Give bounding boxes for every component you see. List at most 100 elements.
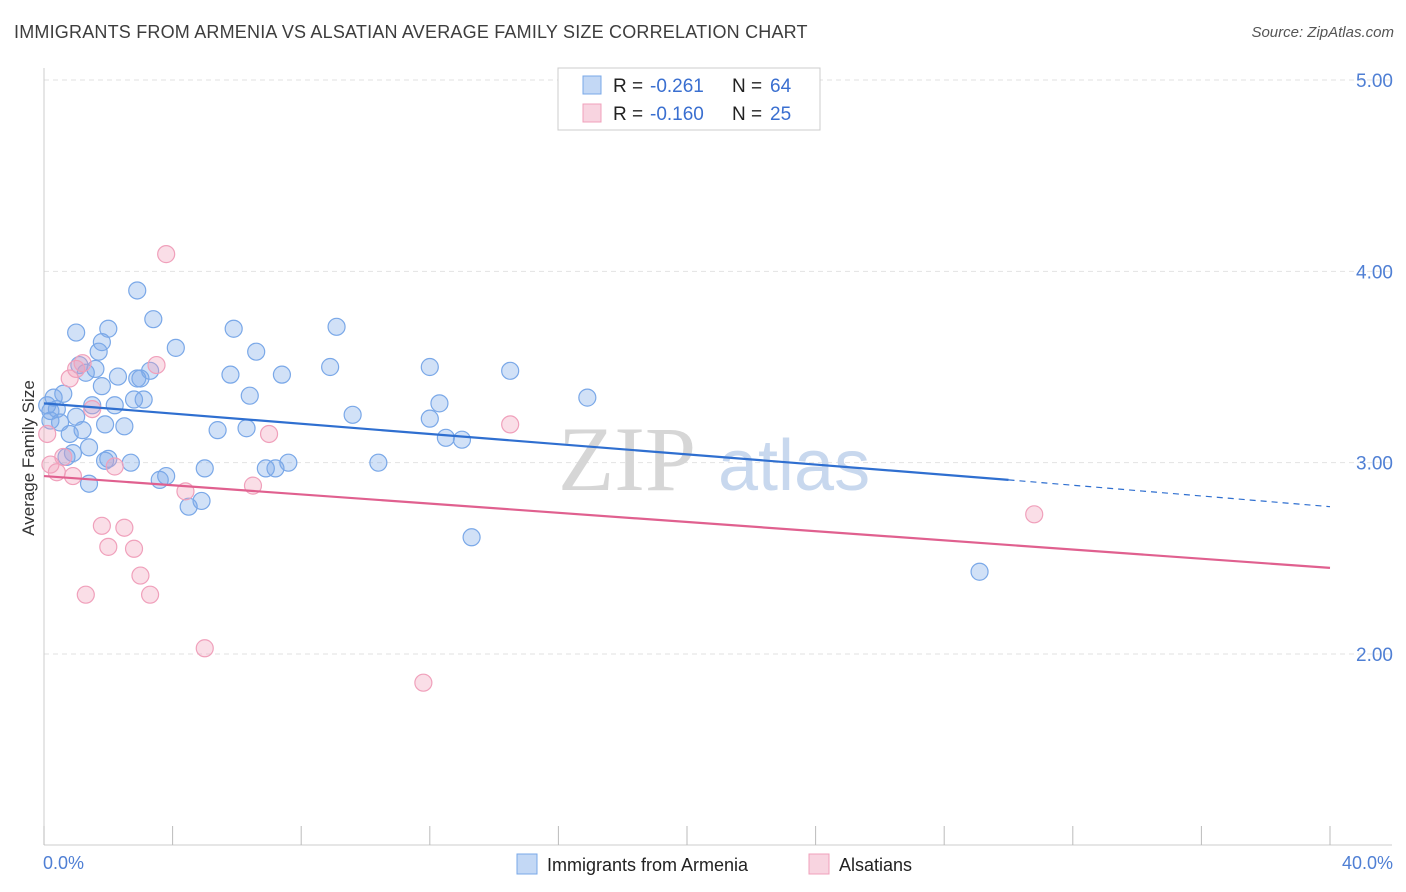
- point-armenia: [63, 444, 83, 463]
- point-armenia: [327, 317, 346, 336]
- legend-swatch: [582, 103, 602, 123]
- point-armenia: [343, 405, 362, 424]
- point-armenia: [115, 417, 134, 436]
- point-armenia: [131, 369, 150, 388]
- point-armenia: [83, 396, 102, 415]
- point-alsatian: [63, 466, 83, 486]
- point-alsatian: [157, 245, 176, 264]
- point-armenia: [240, 386, 259, 405]
- point-armenia: [436, 428, 455, 447]
- y-tick-label: 3.00: [1356, 454, 1393, 475]
- point-armenia: [237, 419, 256, 438]
- point-armenia: [44, 388, 63, 407]
- point-armenia: [224, 319, 243, 338]
- legend-swatch: [582, 75, 602, 95]
- trend-line-alsatian: [43, 474, 1331, 569]
- point-armenia: [121, 453, 140, 472]
- point-armenia: [89, 342, 108, 361]
- legend-r-value: -0.160: [650, 104, 704, 125]
- point-alsatian: [54, 447, 73, 467]
- source-label: Source: ZipAtlas.com: [1251, 24, 1394, 41]
- point-armenia: [221, 365, 240, 384]
- point-armenia: [452, 430, 472, 449]
- point-alsatian: [124, 539, 144, 558]
- trend-line-armenia: [43, 402, 1009, 481]
- grid-lines: [44, 79, 1392, 655]
- point-alsatian: [92, 516, 111, 535]
- point-alsatian: [73, 354, 92, 373]
- point-alsatian: [259, 424, 279, 444]
- point-armenia: [272, 365, 292, 384]
- point-armenia: [970, 562, 989, 581]
- point-armenia: [369, 453, 388, 472]
- point-alsatian: [147, 355, 166, 375]
- point-armenia: [128, 281, 147, 300]
- point-armenia: [578, 388, 597, 407]
- legend-n-label: N =: [732, 76, 762, 97]
- legend-r-label: R =: [613, 76, 643, 97]
- point-alsatian: [414, 673, 433, 692]
- point-armenia: [420, 409, 439, 428]
- point-alsatian: [1025, 505, 1044, 524]
- point-armenia: [105, 396, 124, 415]
- point-armenia: [256, 459, 275, 478]
- point-armenia: [54, 384, 73, 403]
- point-alsatian: [131, 566, 150, 585]
- y-tick-label: 2.00: [1356, 645, 1393, 666]
- y-tick-label: 4.00: [1356, 262, 1393, 283]
- point-armenia: [144, 310, 163, 329]
- bottom-legend-swatch: [808, 853, 830, 875]
- bottom-legend-swatch: [516, 853, 538, 875]
- point-armenia: [247, 342, 266, 361]
- point-armenia: [157, 466, 176, 486]
- chart-title: IMMIGRANTS FROM ARMENIA VS ALSATIAN AVER…: [14, 22, 808, 42]
- trend-lines: [43, 402, 1331, 569]
- point-armenia: [134, 390, 153, 409]
- legend-n-value: 25: [770, 104, 791, 125]
- legend: R = -0.261 N = 64 R = -0.160 N = 25: [557, 67, 821, 131]
- point-armenia: [420, 357, 439, 377]
- x-tick-label: 40.0%: [1342, 853, 1393, 873]
- point-armenia: [166, 338, 185, 357]
- legend-n-label: N =: [732, 104, 762, 125]
- point-alsatian: [140, 585, 160, 604]
- legend-r-label: R =: [613, 104, 643, 125]
- point-armenia: [79, 438, 99, 457]
- legend-r-value: -0.261: [650, 76, 704, 97]
- point-alsatian: [38, 424, 57, 444]
- watermark-zip: ZIP: [558, 408, 696, 510]
- watermark: ZIP atlas: [558, 408, 870, 510]
- point-armenia: [95, 415, 115, 434]
- point-alsatian: [501, 415, 520, 434]
- point-armenia: [99, 319, 118, 338]
- legend-box: [557, 67, 821, 131]
- x-tick-label: 0.0%: [43, 853, 84, 873]
- point-alsatian: [83, 399, 102, 419]
- point-alsatian: [76, 585, 95, 604]
- point-armenia: [124, 390, 144, 409]
- point-armenia: [76, 363, 95, 382]
- data-points: [38, 245, 1044, 692]
- legend-n-value: 64: [770, 76, 792, 97]
- point-armenia: [462, 528, 481, 547]
- point-alsatian: [60, 369, 79, 388]
- y-tick-label: 5.00: [1356, 71, 1393, 92]
- trend-line-armenia-extension: [1008, 479, 1331, 508]
- point-armenia: [95, 451, 115, 470]
- axes: 2.00 3.00 4.00 5.00 0.0% 40.0%: [43, 68, 1393, 873]
- point-armenia: [195, 459, 214, 478]
- point-armenia: [192, 491, 211, 511]
- bottom-legend-label: Immigrants from Armenia: [547, 855, 749, 875]
- point-armenia: [108, 367, 128, 386]
- point-alsatian: [99, 537, 118, 556]
- point-armenia: [208, 421, 227, 440]
- point-armenia: [321, 357, 340, 377]
- bottom-legend-label: Alsatians: [839, 855, 912, 875]
- point-armenia: [67, 323, 86, 342]
- point-armenia: [430, 394, 449, 413]
- point-alsatian: [105, 457, 124, 476]
- bottom-legend: Immigrants from Armenia Alsatians: [516, 853, 912, 875]
- point-armenia: [73, 421, 92, 440]
- point-armenia: [92, 377, 111, 396]
